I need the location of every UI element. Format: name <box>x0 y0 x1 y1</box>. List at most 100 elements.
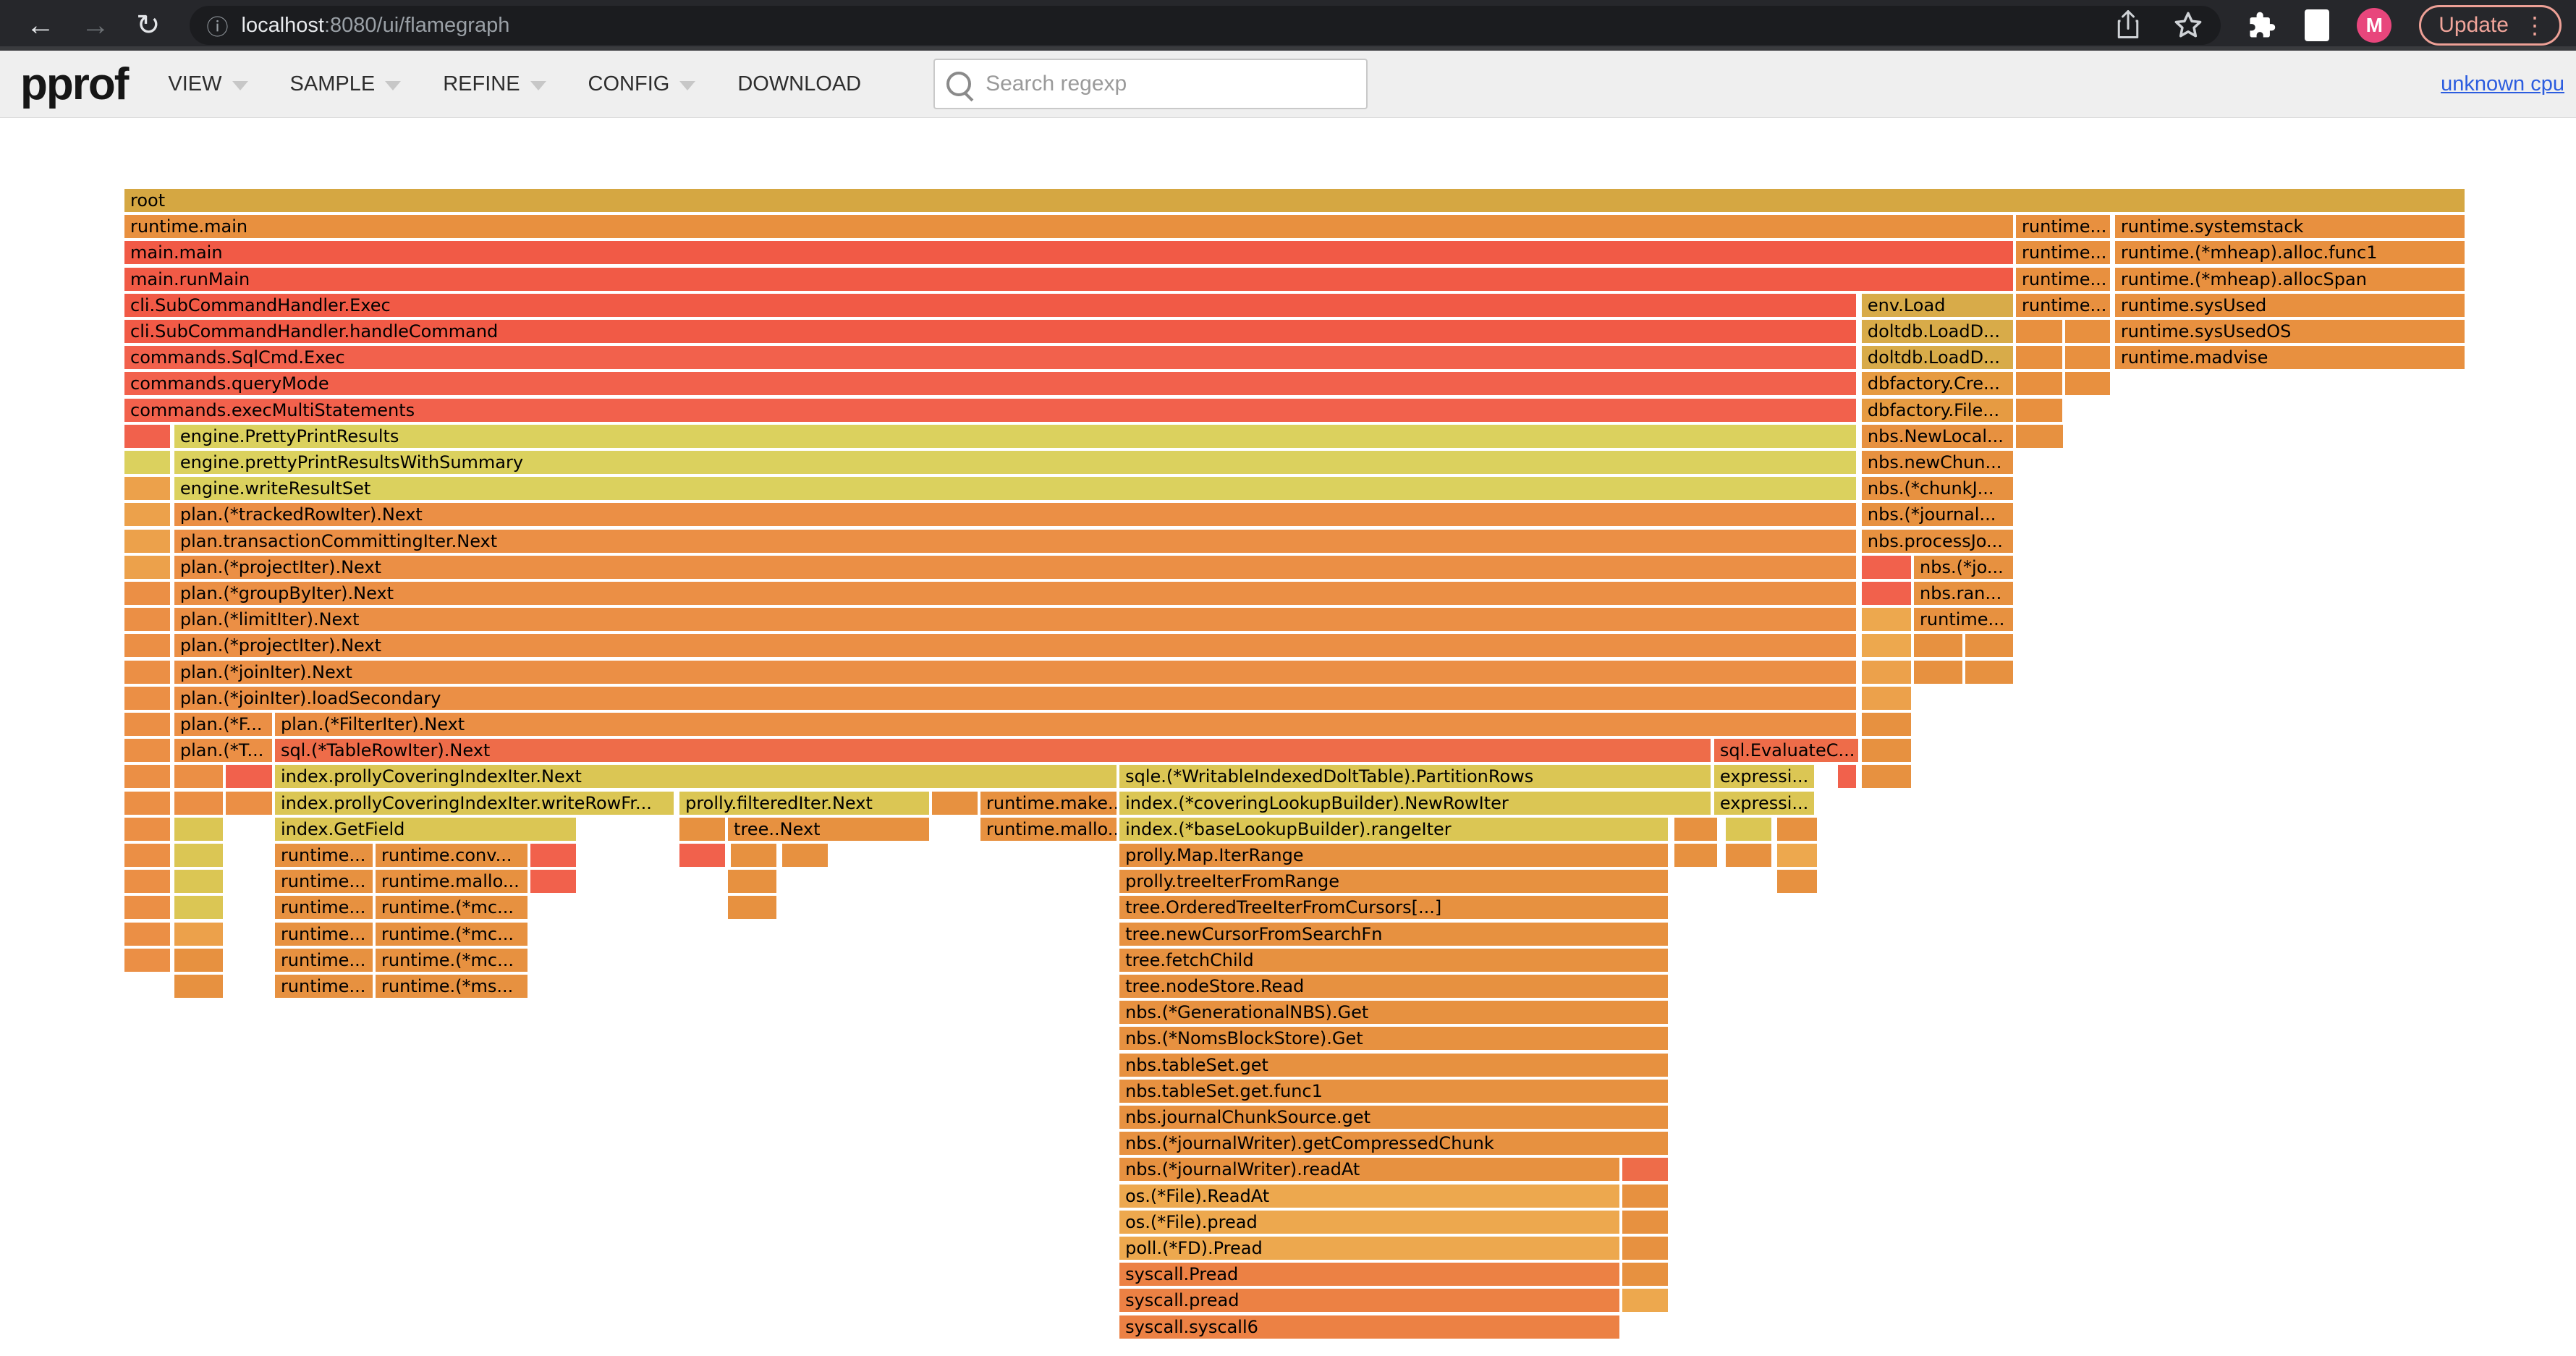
flame-frame[interactable] <box>124 451 171 474</box>
flame-frame[interactable] <box>1622 1237 1669 1260</box>
flame-frame[interactable] <box>1674 844 1718 867</box>
flame-frame[interactable] <box>124 713 171 736</box>
flame-frame[interactable]: index.prollyCoveringIndexIter.writeRowFr… <box>274 791 674 815</box>
flame-frame[interactable] <box>124 555 171 579</box>
flame-frame[interactable] <box>174 948 224 972</box>
flame-frame[interactable] <box>1861 608 1911 632</box>
flame-frame[interactable] <box>1776 817 1817 841</box>
flame-frame[interactable] <box>124 529 171 553</box>
flame-frame[interactable]: runtime... <box>2016 241 2111 265</box>
flame-frame[interactable] <box>2016 398 2063 422</box>
flame-frame[interactable]: prolly.Map.IterRange <box>1119 844 1669 867</box>
flame-frame[interactable]: env.Load <box>1861 293 2014 317</box>
search-input[interactable] <box>984 71 1355 97</box>
flame-frame[interactable] <box>124 922 171 946</box>
flame-frame[interactable] <box>124 791 171 815</box>
flame-frame[interactable] <box>530 870 576 894</box>
flame-frame[interactable]: main.main <box>124 241 2014 265</box>
flame-frame[interactable]: sql.(*TableRowIter).Next <box>274 739 1711 763</box>
flame-frame[interactable] <box>1861 739 1911 763</box>
flame-frame[interactable]: doltdb.LoadD... <box>1861 320 2014 343</box>
flame-frame[interactable]: runtime.(*mc... <box>376 896 528 920</box>
flame-frame[interactable] <box>1622 1289 1669 1313</box>
flame-frame[interactable] <box>1861 660 1911 684</box>
flame-frame[interactable]: nbs.(*GenerationalNBS).Get <box>1119 1001 1669 1025</box>
flame-frame[interactable]: runtime... <box>274 844 373 867</box>
flame-frame[interactable] <box>124 660 171 684</box>
flame-frame[interactable]: tree.nodeStore.Read <box>1119 975 1669 998</box>
flame-frame[interactable] <box>174 975 224 998</box>
browser-menu-icon[interactable]: ⋮ <box>2523 12 2546 38</box>
flame-frame[interactable] <box>174 817 224 841</box>
avatar[interactable]: M <box>2357 8 2392 43</box>
flame-frame[interactable]: tree.newCursorFromSearchFn <box>1119 922 1669 946</box>
update-button[interactable]: Update ⋮ <box>2419 5 2562 46</box>
flame-frame[interactable]: cli.SubCommandHandler.Exec <box>124 293 1856 317</box>
flame-frame[interactable] <box>1837 765 1856 789</box>
flame-frame[interactable]: index.(*coveringLookupBuilder).NewRowIte… <box>1119 791 1711 815</box>
flame-frame[interactable]: runtime.sysUsedOS <box>2114 320 2465 343</box>
forward-icon[interactable]: → <box>81 9 110 41</box>
flame-frame[interactable] <box>124 896 171 920</box>
flame-frame[interactable]: index.prollyCoveringIndexIter.Next <box>274 765 1117 789</box>
flame-frame[interactable]: plan.transactionCommittingIter.Next <box>174 529 1856 553</box>
flame-frame[interactable] <box>226 765 273 789</box>
flame-frame[interactable]: runtime... <box>1914 608 2014 632</box>
flame-frame[interactable] <box>174 765 224 789</box>
flame-frame[interactable] <box>679 817 725 841</box>
flame-frame[interactable]: runtime.mallo... <box>980 817 1117 841</box>
reload-icon[interactable]: ↻ <box>136 9 161 41</box>
flame-frame[interactable]: sql.EvaluateC... <box>1713 739 1859 763</box>
flame-frame[interactable]: nbs.journalChunkSource.get <box>1119 1106 1669 1129</box>
flame-frame[interactable]: syscall.pread <box>1119 1289 1619 1313</box>
flame-frame[interactable] <box>1861 686 1911 710</box>
flame-frame[interactable] <box>1622 1263 1669 1287</box>
flame-frame[interactable] <box>124 634 171 658</box>
flame-frame[interactable]: engine.PrettyPrintResults <box>174 424 1856 448</box>
flame-frame[interactable] <box>1861 582 1911 605</box>
flame-frame[interactable] <box>1861 634 1911 658</box>
flame-frame[interactable]: plan.(*joinIter).loadSecondary <box>174 686 1856 710</box>
flame-frame[interactable]: commands.execMultiStatements <box>124 398 1856 422</box>
flame-frame[interactable] <box>1861 713 1911 736</box>
flame-frame[interactable]: runtime... <box>274 922 373 946</box>
flame-frame[interactable] <box>124 582 171 605</box>
flame-frame[interactable] <box>1965 634 2014 658</box>
flame-frame[interactable]: plan.(*F... <box>174 713 273 736</box>
flame-frame[interactable]: nbs.newChun... <box>1861 451 2014 474</box>
flame-frame[interactable] <box>1965 660 2014 684</box>
flame-frame[interactable]: nbs.(*journal... <box>1861 503 2014 527</box>
flame-frame[interactable] <box>2016 346 2063 370</box>
flame-frame[interactable]: nbs.NewLocal... <box>1861 424 2014 448</box>
menu-download[interactable]: DOWNLOAD <box>737 72 861 96</box>
flame-frame[interactable] <box>2016 372 2063 396</box>
flame-frame[interactable]: tree.OrderedTreeIterFromCursors[...] <box>1119 896 1669 920</box>
flame-frame[interactable]: runtime.madvise <box>2114 346 2465 370</box>
flame-frame[interactable]: runtime.(*mc... <box>376 948 528 972</box>
flame-frame[interactable]: runtime... <box>274 975 373 998</box>
profile-link[interactable]: unknown cpu <box>2441 72 2564 96</box>
flame-frame[interactable] <box>1622 1184 1669 1208</box>
flame-frame[interactable]: tree.fetchChild <box>1119 948 1669 972</box>
flame-frame[interactable]: commands.SqlCmd.Exec <box>124 346 1856 370</box>
flame-frame[interactable] <box>2064 346 2111 370</box>
flame-frame[interactable] <box>1622 1210 1669 1234</box>
bookmark-star-icon[interactable] <box>2173 10 2203 41</box>
flame-frame[interactable]: runtime.(*mc... <box>376 922 528 946</box>
flame-frame[interactable] <box>530 844 576 867</box>
flame-frame[interactable] <box>1861 765 1911 789</box>
flame-frame[interactable]: index.GetField <box>274 817 576 841</box>
side-panel-icon[interactable] <box>2305 9 2330 41</box>
site-info-icon[interactable]: ⓘ <box>206 16 229 40</box>
flame-frame[interactable]: os.(*File).ReadAt <box>1119 1184 1619 1208</box>
flame-frame[interactable]: tree..Next <box>728 817 929 841</box>
flame-frame[interactable]: plan.(*joinIter).Next <box>174 660 1856 684</box>
share-icon[interactable] <box>2115 10 2141 41</box>
flame-frame[interactable]: nbs.tableSet.get <box>1119 1053 1669 1077</box>
flame-frame[interactable]: engine.prettyPrintResultsWithSummary <box>174 451 1856 474</box>
flame-frame[interactable] <box>1726 817 1772 841</box>
flame-frame[interactable] <box>124 424 171 448</box>
flame-frame[interactable]: expressi... <box>1713 765 1814 789</box>
flame-frame[interactable]: runtime.make... <box>980 791 1117 815</box>
flame-frame[interactable] <box>124 608 171 632</box>
